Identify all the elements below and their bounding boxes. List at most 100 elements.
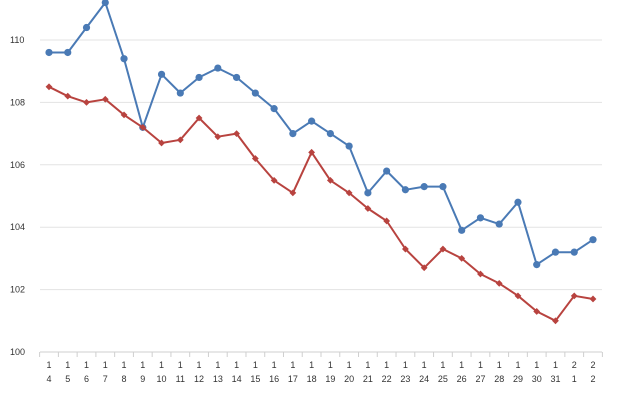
data-point [308, 148, 316, 156]
x-tick-label: 1 16 [269, 360, 279, 384]
data-point [176, 136, 184, 144]
data-point [45, 83, 53, 91]
data-point [289, 189, 297, 197]
x-tick-label: 1 12 [194, 360, 204, 384]
data-point [195, 114, 203, 122]
data-point [120, 55, 128, 63]
series-group [45, 0, 597, 325]
series-2 [45, 83, 597, 325]
y-tick-label: 104 [10, 222, 25, 232]
x-tick-label: 1 20 [344, 360, 354, 384]
x-tick-label: 1 21 [363, 360, 373, 384]
data-point [345, 189, 353, 197]
data-point [195, 73, 203, 82]
x-tick-label: 1 18 [307, 360, 317, 384]
data-point [64, 48, 72, 57]
data-point [458, 226, 466, 234]
y-tick-label: 108 [10, 97, 25, 107]
data-point [570, 292, 578, 300]
x-tick-label: 1 14 [232, 360, 242, 384]
x-axis-ticks: 1 4 1 5 1 6 1 7 1 8 1 9 1 10 1 11 1 12 1 13 1 14 1 15 1 16 1 17 1 18 1… [39, 352, 603, 384]
data-point [326, 130, 334, 138]
x-tick-label: 1 28 [494, 360, 504, 384]
data-point [364, 189, 372, 197]
data-point [270, 177, 278, 184]
data-point [232, 73, 241, 82]
x-tick-label: 1 23 [400, 360, 410, 384]
y-tick-label: 102 [10, 285, 25, 295]
data-point [402, 245, 409, 253]
data-point [495, 220, 503, 228]
data-point [308, 117, 316, 125]
data-point [514, 292, 522, 300]
y-tick-label: 100 [10, 347, 25, 357]
data-point [214, 64, 222, 72]
data-point [476, 214, 485, 222]
data-point [533, 308, 541, 315]
data-point [477, 270, 484, 278]
data-point [383, 167, 391, 175]
data-point [514, 198, 522, 206]
x-tick-label: 1 31 [550, 360, 560, 384]
data-point [101, 0, 109, 7]
x-tick-label: 1 27 [475, 360, 485, 384]
data-point [101, 95, 109, 103]
data-point [458, 255, 466, 262]
data-point [158, 139, 165, 147]
data-point [64, 92, 72, 100]
data-point [364, 205, 372, 212]
data-point [251, 89, 259, 97]
x-tick-label: 1 19 [325, 360, 335, 384]
data-point [439, 245, 447, 253]
data-point [214, 133, 222, 141]
data-point [157, 70, 166, 78]
data-point [551, 248, 560, 256]
x-tick-label: 1 30 [532, 360, 542, 384]
y-tick-label: 110 [10, 35, 24, 45]
data-point [326, 177, 334, 184]
data-point [439, 183, 447, 191]
series-line [49, 1, 594, 266]
x-tick-label: 1 29 [513, 360, 523, 384]
x-tick-label: 1 25 [438, 360, 448, 384]
data-point [45, 48, 53, 57]
x-tick-label: 1 11 [176, 360, 185, 384]
data-point [420, 183, 428, 191]
data-point [176, 89, 184, 97]
x-tick-label: 1 15 [250, 360, 260, 384]
data-point [570, 248, 578, 256]
y-tick-label: 106 [10, 160, 25, 170]
data-point [383, 217, 391, 225]
x-tick-label: 1 13 [213, 360, 223, 384]
data-point [552, 317, 559, 325]
data-point [401, 186, 410, 194]
data-point [120, 111, 128, 119]
data-point [345, 142, 353, 150]
x-tick-label: 1 26 [457, 360, 467, 384]
y-axis-ticks: 100 102 104 106 108 110 [10, 35, 25, 357]
data-point [495, 279, 503, 287]
data-point [82, 23, 91, 32]
data-point [589, 295, 597, 303]
data-point [289, 130, 297, 138]
grid [40, 39, 602, 353]
series-line [48, 85, 594, 322]
data-point [420, 264, 428, 272]
data-point [251, 155, 259, 162]
data-point [589, 236, 597, 244]
data-point [533, 261, 541, 269]
data-point [83, 99, 90, 106]
x-tick-label: 1 17 [288, 360, 298, 384]
data-point [139, 123, 147, 131]
x-tick-label: 1 22 [382, 360, 392, 384]
